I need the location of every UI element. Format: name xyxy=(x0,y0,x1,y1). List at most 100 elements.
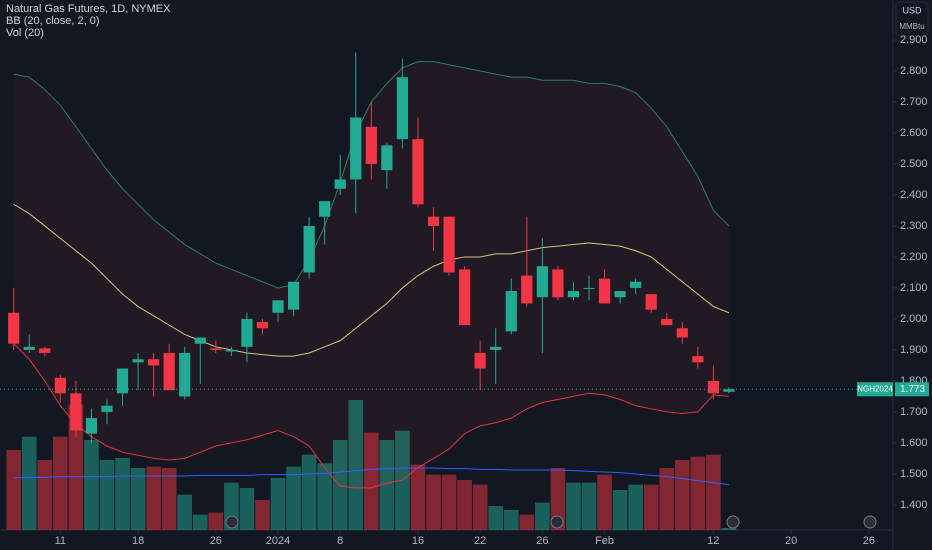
volume-bar xyxy=(519,514,535,530)
volume-bar xyxy=(566,482,581,530)
event-icon[interactable] xyxy=(863,515,877,529)
event-icon[interactable] xyxy=(225,515,239,529)
x-tick-label: 2024 xyxy=(266,535,290,547)
y-tick-label: 1.400 xyxy=(900,499,928,511)
x-tick-label: 26 xyxy=(863,535,875,547)
volume-bar xyxy=(612,490,628,530)
event-icon[interactable] xyxy=(550,515,564,529)
volume-bar xyxy=(364,432,379,530)
volume-bar xyxy=(99,460,115,530)
candle-body xyxy=(116,368,129,394)
candle-body xyxy=(39,348,51,354)
last-price-label: 1.773 xyxy=(900,384,925,395)
y-tick-label: 1.900 xyxy=(900,344,928,356)
candle-body xyxy=(148,359,160,366)
y-tick-label: 2.800 xyxy=(900,65,928,77)
y-tick-label: 2.400 xyxy=(900,189,928,201)
candle-body xyxy=(692,356,704,363)
candle-body xyxy=(132,359,144,363)
candle-body xyxy=(163,353,175,391)
candle-body xyxy=(334,179,346,189)
candle-body xyxy=(427,216,440,226)
candle-body xyxy=(23,346,35,350)
candle-body xyxy=(474,353,486,369)
candle-body xyxy=(272,300,284,313)
y-tick-label: 1.700 xyxy=(900,406,928,418)
candle-body xyxy=(567,291,580,298)
x-tick-label: 12 xyxy=(707,535,719,547)
candle-body xyxy=(179,353,191,397)
volume-bar xyxy=(659,468,675,530)
currency-box[interactable] xyxy=(895,1,929,37)
x-tick-label: 20 xyxy=(785,535,797,547)
candle-body xyxy=(723,389,735,392)
volume-bar xyxy=(472,484,488,530)
y-tick-label: 2.600 xyxy=(900,127,928,139)
candle-body xyxy=(459,269,471,326)
y-tick-label: 2.300 xyxy=(900,220,928,232)
volume-bar xyxy=(286,466,301,530)
volume-bar xyxy=(84,440,99,530)
volume-bar xyxy=(177,494,193,530)
y-tick-label: 2.500 xyxy=(900,158,928,170)
last-price-tag xyxy=(895,382,929,397)
y-tick-label: 1.600 xyxy=(900,437,928,449)
volume-bar xyxy=(581,482,597,530)
volume-bar xyxy=(457,480,472,530)
volume-bar xyxy=(410,464,426,530)
candle-body xyxy=(505,291,517,332)
volume-bar xyxy=(706,454,721,530)
event-icon[interactable] xyxy=(726,515,740,529)
volume-bar xyxy=(146,466,161,530)
candle-body xyxy=(54,377,66,394)
volume-bar xyxy=(379,440,395,530)
volume-bar xyxy=(161,468,177,530)
volume-bar xyxy=(208,512,224,530)
candle-body xyxy=(412,139,424,205)
candle-body xyxy=(225,349,237,352)
volume-bar xyxy=(535,502,550,530)
y-tick-label: 2.000 xyxy=(900,313,928,325)
candle-body xyxy=(645,294,657,310)
volume-bar xyxy=(192,514,208,530)
y-tick-label: 2.100 xyxy=(900,282,928,294)
symbol-tag-label: NGH2024 xyxy=(857,384,893,393)
bb-basis-line xyxy=(13,203,730,357)
x-tick-label: 22 xyxy=(474,535,486,547)
volume-bar xyxy=(130,468,146,530)
volume-bar xyxy=(503,510,519,530)
y-tick-label: 1.500 xyxy=(900,468,928,480)
candle-body xyxy=(614,291,626,298)
y-tick-label: 2.200 xyxy=(900,251,928,263)
volume-bar xyxy=(270,478,286,530)
x-tick-label: 11 xyxy=(55,535,66,547)
candle-body xyxy=(536,266,548,298)
candle-body xyxy=(85,418,98,434)
volume-bar xyxy=(348,400,364,530)
x-tick-label: 16 xyxy=(412,535,424,547)
volume-bar xyxy=(426,474,441,530)
candle-body xyxy=(241,318,253,347)
candle-body xyxy=(676,328,688,338)
plot-area xyxy=(0,52,893,530)
volume-bar xyxy=(53,436,68,530)
candle-body xyxy=(583,287,595,289)
candle-body xyxy=(443,216,455,273)
candle-body xyxy=(303,225,315,273)
x-tick-label: 8 xyxy=(337,535,343,547)
candle-body xyxy=(661,318,673,326)
candle-body xyxy=(490,346,502,350)
candle-body xyxy=(287,281,300,310)
volume-bar xyxy=(550,468,566,530)
y-tick-label: 2.900 xyxy=(900,34,928,46)
candle-body xyxy=(381,145,393,171)
candle-body xyxy=(365,126,377,164)
currency: USD xyxy=(902,5,922,15)
indicator-label: BB (20, close, 2, 0) xyxy=(6,15,100,27)
y-tick-label: 2.700 xyxy=(900,96,928,108)
volume-bar xyxy=(721,528,737,530)
volume-bar xyxy=(37,460,53,530)
volume-bar xyxy=(628,484,643,530)
x-tick-label: 26 xyxy=(536,535,548,547)
event-icons[interactable] xyxy=(225,515,877,529)
